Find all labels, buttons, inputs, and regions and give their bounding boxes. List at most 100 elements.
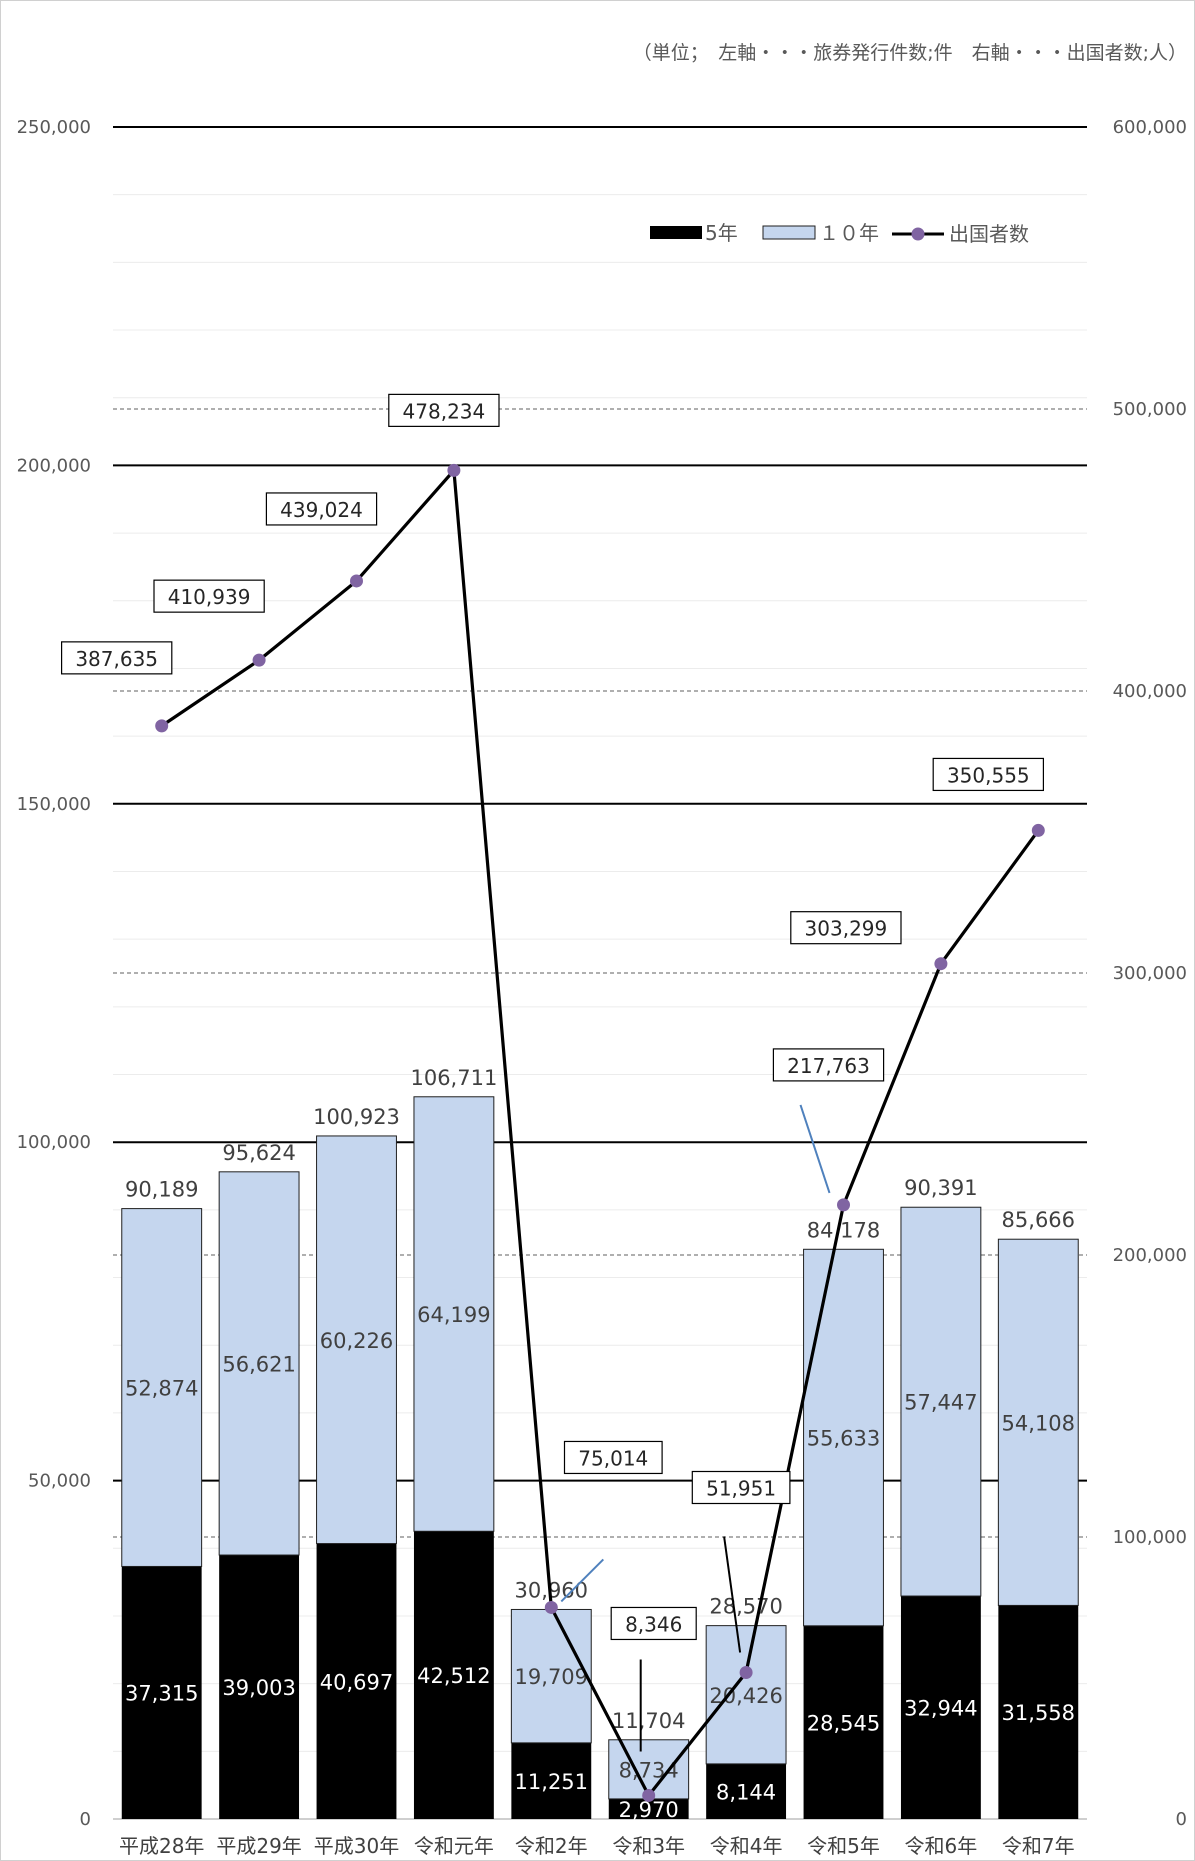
bar-5yr-value: 2,970 (619, 1798, 679, 1822)
bar-5yr-value: 31,558 (1002, 1701, 1075, 1725)
bar-5yr-value: 39,003 (222, 1676, 295, 1700)
bar-5yr-value: 37,315 (125, 1682, 198, 1706)
bar-total-value: 100,923 (313, 1105, 400, 1129)
left-axis-tick-label: 250,000 (17, 117, 91, 138)
label-leader-line (723, 1536, 742, 1653)
bar-5yr-value: 32,944 (904, 1697, 977, 1721)
bar-5yr (900, 1596, 981, 1819)
travelers-label-box (60, 641, 173, 675)
bar-total-value: 90,189 (125, 1178, 198, 1202)
travelers-marker (252, 653, 266, 667)
bar-10yr-value: 57,447 (904, 1391, 977, 1415)
bar-10yr (510, 1608, 592, 1744)
right-axis-tick-label: 100,000 (1113, 1527, 1187, 1548)
right-axis-tick-label: 200,000 (1113, 1245, 1187, 1266)
unit-note: （単位； 左軸・・・旅券発行件数;件 右軸・・・出国者数;人） (633, 42, 1187, 64)
travelers-value-label: 410,939 (168, 585, 251, 609)
category-label: 令和7年 (1002, 1834, 1075, 1858)
bars: 37,315 52,874 90,189 39,003 56,621 95,624 40,6… (121, 1066, 1079, 1822)
category-label: 令和6年 (905, 1834, 978, 1858)
travelers-value-label: 75,014 (578, 1446, 648, 1470)
legend-label-10yr: １０年 (819, 221, 879, 245)
bar-10yr (121, 1208, 203, 1567)
bar-10yr-value: 64,199 (417, 1303, 490, 1327)
right-axis-tick-label: 300,000 (1113, 963, 1187, 984)
bar-10yr (705, 1625, 787, 1765)
travelers-value-label: 51,951 (706, 1476, 776, 1500)
bar-5yr-value: 8,144 (716, 1780, 776, 1804)
travelers-value-label: 478,234 (403, 399, 486, 423)
bar-5yr (511, 1742, 592, 1819)
travelers-marker (739, 1665, 753, 1679)
bar-10yr (803, 1248, 884, 1627)
travelers-label-box (772, 1048, 885, 1082)
category-label: 令和2年 (515, 1834, 588, 1858)
category-labels: 平成28年 平成29年 平成30年 令和元年 令和2年 令和3年 令和4年 令和5年 令和6年令… (119, 1834, 1075, 1858)
bar-10yr (413, 1096, 495, 1532)
label-leader-line (799, 1104, 831, 1194)
travelers-marker (350, 574, 363, 588)
travelers-marker (155, 719, 169, 733)
bar-5yr-value: 40,697 (320, 1670, 393, 1694)
bar-5yr-value: 42,512 (417, 1664, 490, 1688)
bar-5yr (998, 1605, 1079, 1819)
legend-label-travelers: 出国者数 (949, 222, 1029, 246)
legend: 5年 １０年 出国者数 (650, 221, 1029, 246)
right-axis: 0 100,000 200,000 300,000 400,000 500,000 600,… (1113, 117, 1187, 1830)
bar-5yr (413, 1531, 494, 1819)
bar-total-value: 28,570 (709, 1595, 782, 1619)
bar-total-value: 95,624 (222, 1141, 295, 1165)
bar-10yr-value: 52,874 (125, 1377, 198, 1401)
travelers-marker (642, 1788, 656, 1802)
bar-10yr-value: 55,633 (807, 1427, 880, 1451)
bar-total-value: 85,666 (1002, 1208, 1075, 1232)
bar-5yr (803, 1625, 884, 1819)
bar-5yr (608, 1798, 689, 1819)
travelers-line-path (160, 466, 1040, 1799)
travelers-value-label: 8,346 (625, 1612, 682, 1636)
right-axis-tick-label: 400,000 (1113, 681, 1187, 702)
label-leader-line (560, 1558, 605, 1603)
category-label: 平成28年 (119, 1834, 204, 1858)
travelers-marker (447, 463, 461, 477)
bar-10yr (316, 1135, 397, 1545)
legend-marker-travelers (911, 227, 925, 241)
travelers-line: 387,635 410,939 439,024 478,234 75,014 8,346 5… (60, 393, 1045, 1802)
left-axis-tick-label: 100,000 (17, 1132, 91, 1153)
bar-10yr-value: 56,621 (222, 1352, 295, 1376)
travelers-value-label: 350,555 (947, 763, 1030, 787)
bar-total-value: 11,704 (612, 1709, 685, 1733)
bar-10yr (218, 1171, 300, 1556)
travelers-marker (837, 1198, 850, 1212)
left-axis-tick-label: 0 (80, 1809, 91, 1830)
bar-5yr (121, 1566, 202, 1819)
left-axis-tick-label: 200,000 (17, 455, 91, 476)
bar-10yr (900, 1206, 982, 1597)
travelers-marker (1031, 823, 1045, 837)
travelers-value-label: 387,635 (75, 647, 158, 671)
bar-5yr (316, 1543, 397, 1819)
bar-total-value: 106,711 (410, 1066, 497, 1090)
bar-5yr-value: 28,545 (807, 1711, 880, 1735)
travelers-label-box (563, 1440, 663, 1475)
travelers-label-box (265, 492, 378, 526)
travelers-label-box (790, 911, 902, 945)
left-axis-tick-label: 150,000 (17, 794, 91, 815)
bar-5yr (219, 1555, 300, 1819)
category-label: 令和4年 (710, 1834, 783, 1858)
bar-5yr (706, 1763, 787, 1819)
travelers-value-label: 217,763 (787, 1054, 870, 1078)
bar-5yr-value: 11,251 (515, 1770, 588, 1794)
bar-total-value: 84,178 (807, 1218, 880, 1242)
category-label: 平成30年 (314, 1834, 399, 1858)
travelers-marker (544, 1600, 558, 1614)
legend-swatch-5yr (650, 226, 702, 239)
bar-total-value: 90,391 (904, 1176, 977, 1200)
category-label: 令和5年 (807, 1834, 880, 1858)
travelers-marker (934, 957, 948, 971)
legend-swatch-10yr (762, 225, 816, 240)
category-label: 平成29年 (216, 1834, 301, 1858)
left-axis: 0 50,000 100,000 150,000 200,000 250,000 (17, 117, 91, 1830)
